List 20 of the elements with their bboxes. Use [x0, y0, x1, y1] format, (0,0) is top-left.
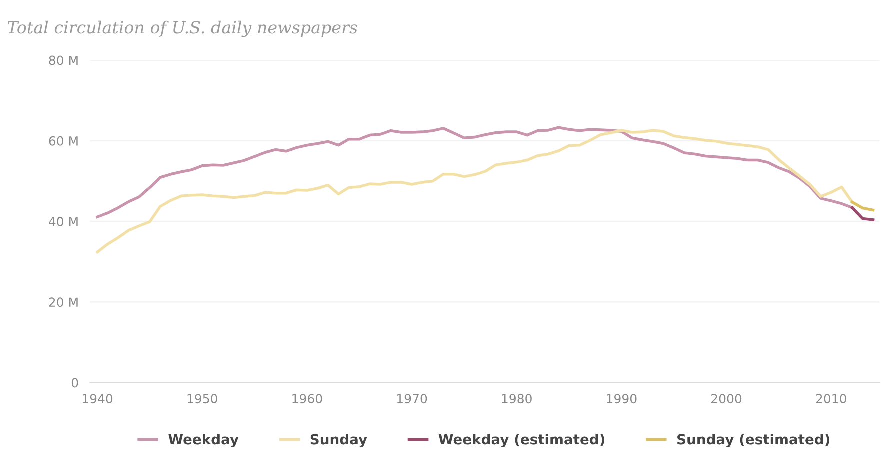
x-tick-label: 1990 — [607, 394, 637, 404]
x-tick-label: 1970 — [397, 394, 428, 404]
x-tick-label: 1940 — [82, 394, 113, 404]
legend-label: Weekday — [168, 434, 239, 448]
x-tick-label: 2010 — [816, 394, 846, 404]
y-tick-label: 80 M — [49, 56, 78, 66]
x-tick-label: 1960 — [292, 394, 322, 404]
line-series — [96, 126, 854, 219]
legend-label: Sunday — [310, 434, 368, 448]
line-series — [96, 129, 854, 254]
y-tick-label: 40 M — [49, 217, 78, 226]
x-tick-label: 1950 — [188, 394, 218, 404]
y-tick-label: 60 M — [49, 136, 78, 146]
chart-title: Total circulation of U.S. daily newspapers — [8, 20, 358, 38]
x-tick-label: 1980 — [502, 394, 532, 404]
y-tick-label: 20 M — [49, 298, 78, 308]
x-tick-label: 2000 — [712, 394, 742, 404]
y-tick-label: 0 — [72, 378, 78, 388]
legend-label: Sunday (estimated) — [678, 434, 830, 448]
legend-label: Weekday (estimated) — [438, 434, 605, 448]
